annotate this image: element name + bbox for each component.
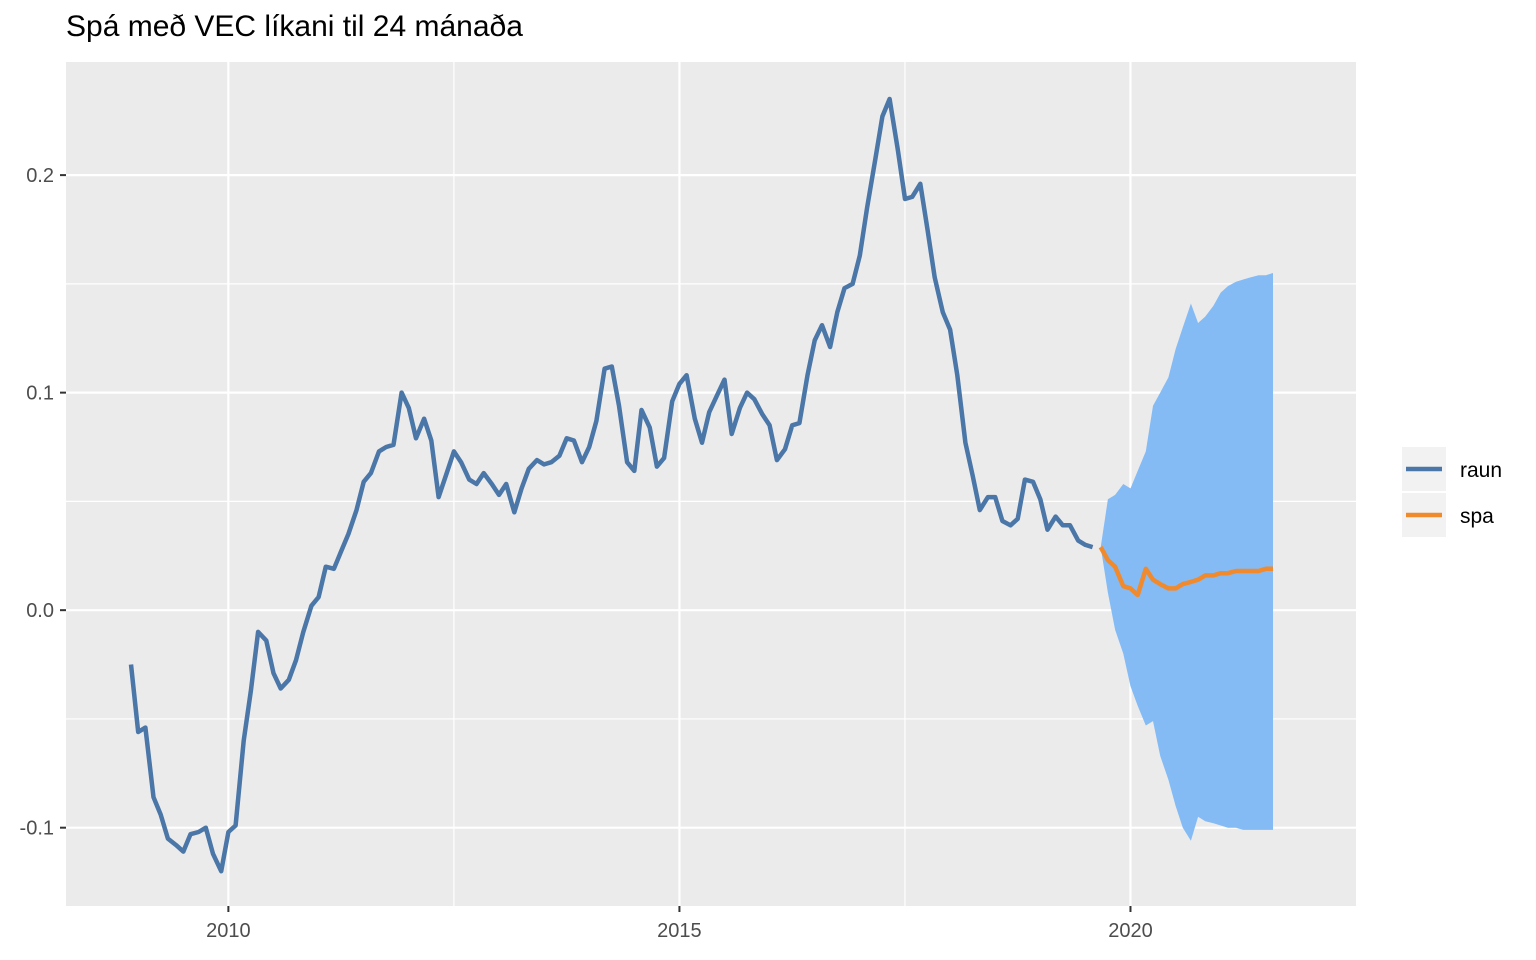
x-tick-label: 2010 — [206, 920, 251, 942]
y-tick-label: 0.0 — [26, 600, 54, 622]
series-line-raun — [128, 96, 1094, 874]
legend: raun spa — [1402, 447, 1502, 537]
legend-label-raun: raun — [1460, 459, 1502, 482]
major-gridlines — [66, 62, 1356, 906]
x-tick-label: 2020 — [1108, 920, 1153, 942]
series-lines-layer — [128, 96, 1273, 874]
legend-label-spa: spa — [1460, 505, 1494, 528]
forecast-interval-layer — [1100, 273, 1273, 841]
y-tick-label: -0.1 — [20, 818, 54, 840]
chart-title: Spá með VEC líkani til 24 mánaða — [66, 10, 523, 43]
forecast-interval-band — [1100, 273, 1273, 841]
x-axis: 2010 2015 2020 — [206, 906, 1153, 942]
y-tick-label: 0.1 — [26, 383, 54, 405]
x-tick-label: 2015 — [657, 920, 702, 942]
series-line-spa — [1098, 546, 1273, 598]
y-axis: -0.1 0.0 0.1 0.2 — [20, 165, 66, 840]
y-tick-label: 0.2 — [26, 165, 54, 187]
